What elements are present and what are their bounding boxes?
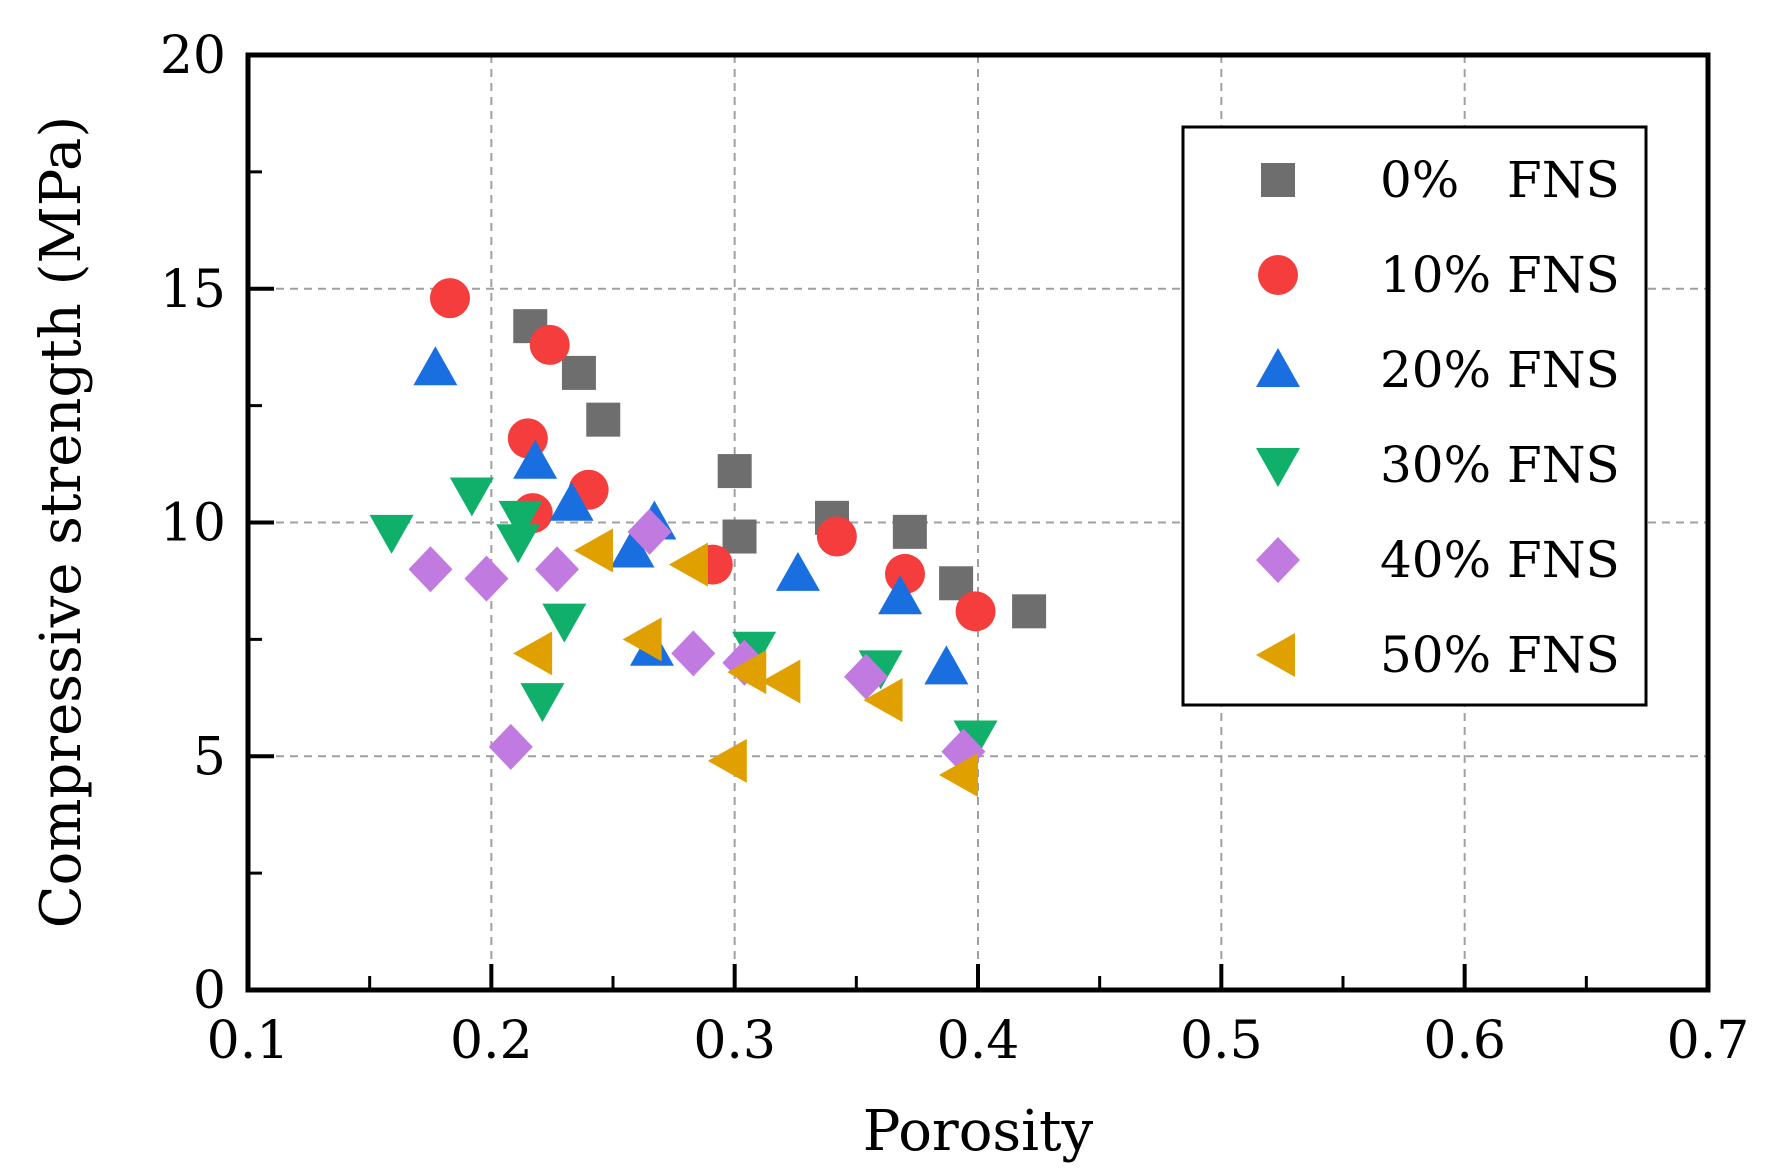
data-point (1012, 594, 1047, 629)
x-tick-label: 0.1 (207, 1011, 290, 1071)
data-point (627, 508, 672, 555)
data-point (429, 278, 470, 319)
data-point (488, 723, 533, 770)
legend-marker (1256, 537, 1300, 583)
data-point (775, 551, 820, 591)
axis-ticks (246, 53, 1710, 992)
data-point (549, 481, 594, 521)
data-point (610, 528, 655, 568)
data-point (586, 402, 621, 437)
data-point (924, 645, 969, 685)
data-point (885, 553, 925, 594)
data-point (727, 650, 767, 695)
data-point (535, 546, 580, 593)
legend-label: 40% FNS (1380, 531, 1620, 589)
data-point (408, 546, 453, 593)
data-points (369, 278, 1047, 797)
x-tick-label: 0.6 (1423, 1011, 1506, 1071)
legend-entries: 0% FNS 10% FNS 20% FNS 30% FNS 40% FNS 50% FN… (1256, 151, 1620, 684)
data-point (496, 524, 541, 564)
legend-marker (1258, 255, 1298, 295)
legend-marker (1261, 163, 1295, 197)
data-point (671, 630, 716, 677)
x-tick-label: 0.7 (1667, 1011, 1750, 1071)
data-point (520, 683, 565, 723)
x-tick-label: 0.3 (693, 1011, 776, 1071)
data-point (449, 477, 494, 517)
data-point (717, 454, 752, 489)
x-tick-label: 0.4 (937, 1011, 1020, 1071)
data-point (413, 346, 458, 386)
data-point (513, 439, 558, 479)
data-point (816, 516, 857, 557)
x-tick-label: 0.5 (1180, 1011, 1263, 1071)
data-point (529, 324, 570, 365)
data-point (722, 519, 757, 554)
legend: 0% FNS 10% FNS 20% FNS 30% FNS 40% FNS 50% FN… (1181, 125, 1648, 707)
data-point (761, 659, 801, 704)
y-tick-label: 15 (160, 260, 226, 320)
data-point (513, 631, 553, 676)
data-point (892, 514, 927, 549)
legend-marker (1256, 348, 1300, 387)
data-point (938, 752, 978, 797)
y-tick-label: 0 (193, 961, 226, 1021)
legend-marker (1256, 633, 1295, 677)
x-axis-title: Porosity (863, 1099, 1094, 1164)
data-point (707, 738, 747, 783)
data-point (668, 542, 708, 587)
data-point (542, 603, 587, 643)
y-tick-label: 10 (160, 494, 226, 554)
legend-box (1181, 125, 1648, 707)
data-point (561, 355, 596, 390)
y-axis-title: Compressive strength (MPa) (29, 116, 94, 928)
y-tick-label: 20 (160, 26, 226, 86)
data-point (863, 678, 903, 723)
data-point (573, 528, 613, 573)
legend-label: 20% FNS (1380, 341, 1620, 399)
legend-marker (1256, 448, 1300, 487)
data-point (622, 617, 662, 662)
data-point (369, 514, 414, 554)
y-tick-label: 5 (193, 727, 226, 787)
data-point (878, 575, 923, 615)
data-point (464, 555, 509, 602)
legend-label: 50% FNS (1380, 626, 1620, 684)
x-tick-label: 0.2 (450, 1011, 533, 1071)
tick-labels: 0.1 0.2 0.3 0.4 0.5 0.6 0.7 0 5 10 15 20 (160, 26, 1750, 1071)
data-point (844, 653, 889, 700)
legend-label: 30% FNS (1380, 436, 1620, 494)
data-point (955, 591, 996, 632)
legend-label: 10% FNS (1380, 246, 1620, 304)
legend-label: 0% FNS (1380, 151, 1620, 209)
data-point (498, 500, 543, 540)
